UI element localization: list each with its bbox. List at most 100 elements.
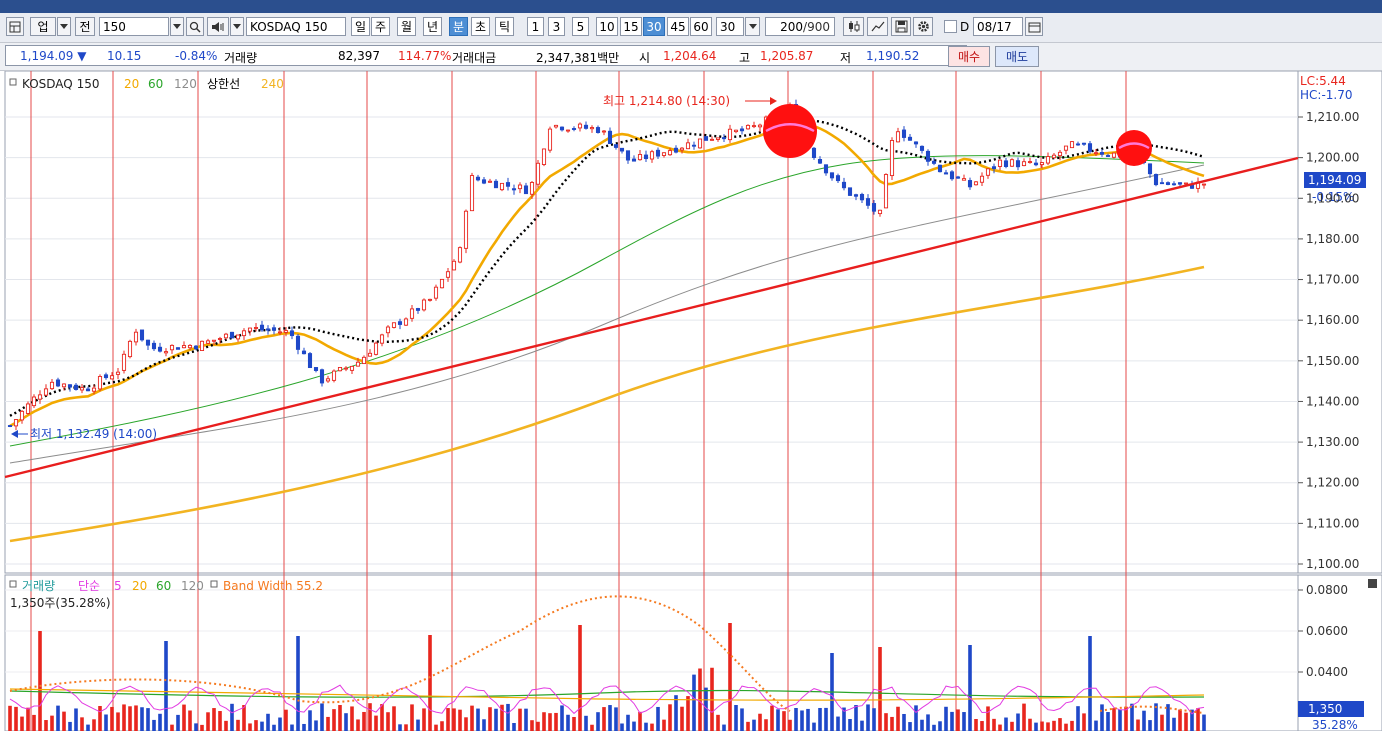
volume-bar-up: [44, 720, 48, 731]
candle-up: [997, 159, 1003, 167]
candle-down: [739, 128, 745, 132]
interval-15[interactable]: 15: [620, 17, 642, 36]
volume-bar-down: [566, 714, 570, 731]
volume-bar-down: [1034, 722, 1038, 731]
search-button[interactable]: [186, 17, 204, 36]
candle-style-button[interactable]: [843, 17, 864, 36]
period-day[interactable]: 일: [351, 17, 370, 36]
volume-bar-down: [1148, 720, 1152, 731]
calendar-button[interactable]: [1025, 17, 1043, 36]
interval-5[interactable]: 5: [572, 17, 589, 36]
arrow-left-icon: [11, 430, 18, 438]
price-tick-label: 1,190.00: [1306, 191, 1359, 205]
volume-bar-up: [242, 705, 246, 731]
high-label: 최고 1,214.80 (14:30): [603, 94, 730, 108]
legend-ma20: 20: [124, 77, 139, 91]
market-dropdown-arrow[interactable]: [57, 17, 71, 36]
candle-up: [961, 178, 967, 181]
volume-bar-up: [452, 708, 456, 731]
volume-bar-up: [782, 711, 786, 731]
volume-bar-down: [944, 706, 948, 731]
volume-bar-up: [878, 647, 882, 731]
volume-bar-up: [404, 724, 408, 731]
calendar-icon: [1028, 22, 1040, 32]
open-label: 시: [639, 51, 651, 65]
sell-button[interactable]: 매도: [995, 46, 1039, 67]
period-week[interactable]: 주: [371, 17, 390, 36]
interval-1[interactable]: 1: [527, 17, 544, 36]
volume-bar-down: [86, 724, 90, 731]
line-tool-button[interactable]: [867, 17, 888, 36]
save-button[interactable]: [891, 17, 911, 36]
interval-dropdown-arrow[interactable]: [745, 17, 760, 36]
volume-bar-down: [620, 723, 624, 731]
legend-volume: 거래량: [22, 579, 55, 593]
candle-down: [925, 150, 931, 162]
sound-button[interactable]: [207, 17, 229, 36]
interval-label: 45: [670, 19, 686, 34]
interval-3[interactable]: 3: [548, 17, 565, 36]
symbol-name-field[interactable]: KOSDAQ 150: [246, 17, 346, 36]
volume-bar-up: [434, 724, 438, 731]
date-checkbox[interactable]: [944, 20, 957, 33]
volume-bar-down: [596, 712, 600, 731]
candle-down: [859, 193, 865, 201]
volume-bar-down: [842, 707, 846, 731]
candle-up: [709, 138, 715, 141]
candle-down: [1171, 183, 1177, 186]
volume-bar-down: [1076, 706, 1080, 731]
search-icon: [189, 21, 201, 33]
chart-area[interactable]: 0.0800 0.0600 0.0400 KOSDAQ 150 20 60 120 …: [0, 71, 1382, 731]
candle-up: [757, 124, 763, 128]
volume-bar-down: [656, 706, 660, 731]
line-tool-icon: [871, 21, 884, 32]
volume-bar-down: [962, 712, 966, 731]
period-minute[interactable]: 분: [449, 17, 468, 36]
sound-dropdown-arrow[interactable]: [230, 17, 244, 36]
volume-bar-up: [884, 713, 888, 731]
lc-label: LC:5.44: [1300, 74, 1346, 88]
volume-bar-up: [602, 707, 606, 731]
candle-down: [823, 164, 829, 174]
layout-icon[interactable]: [6, 17, 24, 36]
buy-button[interactable]: 매수: [948, 46, 990, 67]
settings-button[interactable]: [913, 17, 933, 36]
count-input[interactable]: 200/900: [765, 17, 835, 36]
interval-30[interactable]: 30: [643, 17, 665, 36]
volume-bar-up: [686, 696, 690, 731]
code-input[interactable]: 150: [99, 17, 169, 36]
volume-bar-up: [1112, 708, 1116, 731]
period-tick[interactable]: 틱: [495, 17, 514, 36]
candle-up: [37, 394, 43, 400]
candle-up: [109, 375, 115, 380]
interval-10[interactable]: 10: [596, 17, 618, 36]
code-dropdown-arrow[interactable]: [170, 17, 184, 36]
period-second[interactable]: 초: [471, 17, 490, 36]
interval-45[interactable]: 45: [667, 17, 689, 36]
candle-up: [385, 326, 391, 334]
trend-line[interactable]: [4, 156, 1299, 479]
volume-bar-up: [332, 709, 336, 731]
volume-bar-up: [464, 717, 468, 731]
volume-tick-label: 0.0600: [1306, 624, 1348, 638]
interval-select[interactable]: 30: [716, 17, 744, 36]
volume-bar-down: [848, 719, 852, 731]
close-icon[interactable]: [1368, 579, 1377, 588]
candle-up: [463, 210, 469, 249]
ma240-line: [9, 265, 1205, 543]
candle-down: [631, 158, 637, 162]
period-year[interactable]: 년: [423, 17, 442, 36]
band-width-line: [9, 595, 791, 712]
market-select[interactable]: 업: [30, 17, 56, 36]
volume-bar-up: [548, 713, 552, 731]
volume-axis-labels: 1,350 35.28%: [1298, 579, 1377, 731]
candle-down: [1105, 155, 1111, 157]
chart-toolbar: 업 전 150 KOSDAQ 150 일 주 월 년 분 초 틱 1 3 5 1…: [0, 13, 1382, 43]
candle-up: [457, 247, 463, 263]
volume-bar-down: [344, 713, 348, 731]
volume-bar-up: [638, 711, 642, 731]
period-month[interactable]: 월: [397, 17, 416, 36]
interval-60[interactable]: 60: [690, 17, 712, 36]
prev-button[interactable]: 전: [75, 17, 95, 36]
date-input[interactable]: 08/17: [973, 17, 1023, 36]
